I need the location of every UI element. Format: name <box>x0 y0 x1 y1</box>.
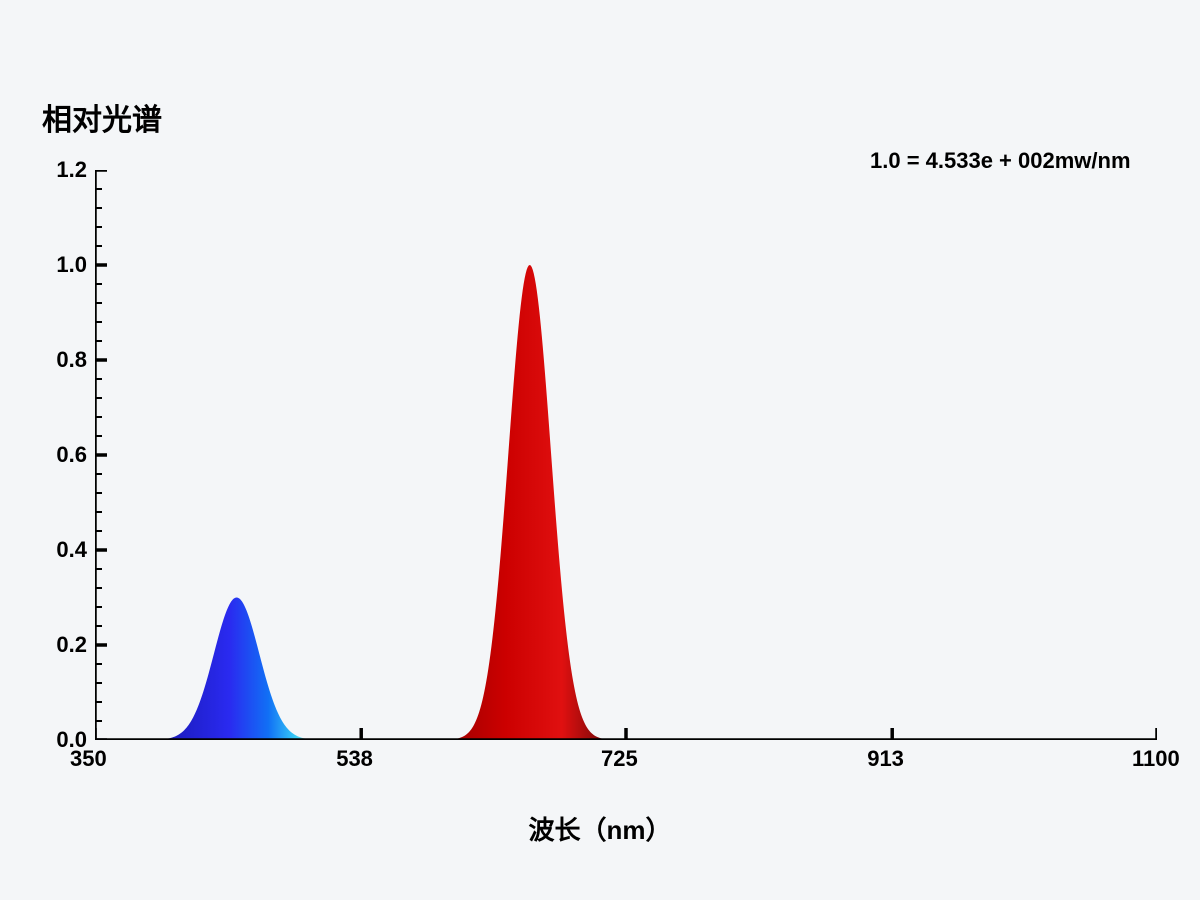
x-tick-label: 1100 <box>1132 746 1180 772</box>
y-tick-label: 0.8 <box>56 347 87 373</box>
y-tick-label: 0.6 <box>56 442 87 468</box>
red-peak <box>449 265 610 740</box>
chart-container: 相对光谱 1.0 = 4.533e + 002mw/nm 波长（nm） 0.00… <box>0 0 1200 900</box>
y-tick-label: 0.4 <box>56 537 87 563</box>
x-tick-label: 350 <box>70 746 107 772</box>
x-tick-label: 725 <box>601 746 638 772</box>
plot-area <box>95 170 1157 740</box>
y-tick-label: 1.2 <box>56 157 87 183</box>
spectrum-svg <box>95 170 1157 740</box>
x-axis-label: 波长（nm） <box>0 810 1200 847</box>
y-tick-label: 0.2 <box>56 632 87 658</box>
blue-peak <box>164 598 309 741</box>
y-tick-label: 1.0 <box>56 252 87 278</box>
chart-title: 相对光谱 <box>42 95 162 139</box>
x-tick-label: 913 <box>867 746 904 772</box>
x-tick-label: 538 <box>336 746 373 772</box>
